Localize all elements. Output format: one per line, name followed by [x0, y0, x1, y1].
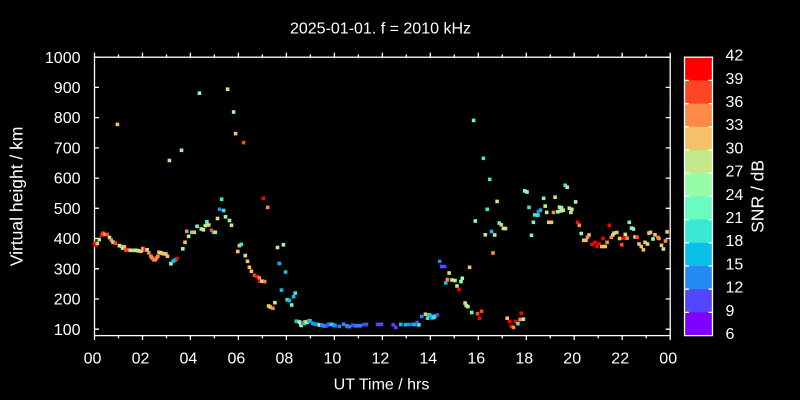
svg-text:27: 27 [726, 164, 744, 181]
svg-text:12: 12 [726, 280, 744, 297]
svg-text:1000: 1000 [45, 50, 81, 67]
svg-text:30: 30 [726, 140, 744, 157]
svg-text:9: 9 [726, 303, 735, 320]
svg-text:12: 12 [372, 350, 390, 367]
svg-text:33: 33 [726, 117, 744, 134]
svg-text:400: 400 [54, 231, 81, 248]
svg-text:22: 22 [611, 350, 629, 367]
svg-text:600: 600 [54, 171, 81, 188]
svg-text:00: 00 [659, 350, 677, 367]
svg-text:39: 39 [726, 71, 744, 88]
svg-text:18: 18 [515, 350, 533, 367]
svg-text:700: 700 [54, 141, 81, 158]
svg-text:6: 6 [726, 326, 735, 343]
svg-text:300: 300 [54, 261, 81, 278]
svg-text:2025-01-01. f = 2010 kHz: 2025-01-01. f = 2010 kHz [290, 21, 471, 38]
svg-text:200: 200 [54, 292, 81, 309]
svg-text:10: 10 [324, 350, 342, 367]
svg-text:02: 02 [132, 350, 150, 367]
svg-text:24: 24 [726, 187, 744, 204]
svg-text:06: 06 [228, 350, 246, 367]
svg-text:04: 04 [180, 350, 198, 367]
svg-text:Virtual height / km: Virtual height / km [7, 127, 27, 267]
svg-text:08: 08 [276, 350, 294, 367]
svg-text:UT Time / hrs: UT Time / hrs [334, 376, 430, 393]
svg-text:100: 100 [54, 322, 81, 339]
svg-text:SNR / dB: SNR / dB [748, 160, 768, 233]
svg-text:900: 900 [54, 80, 81, 97]
svg-text:00: 00 [84, 350, 102, 367]
svg-text:16: 16 [467, 350, 485, 367]
svg-text:21: 21 [726, 210, 744, 227]
svg-text:36: 36 [726, 94, 744, 111]
svg-text:42: 42 [726, 48, 744, 65]
svg-text:20: 20 [563, 350, 581, 367]
svg-text:14: 14 [419, 350, 437, 367]
svg-text:500: 500 [54, 201, 81, 218]
svg-text:15: 15 [726, 256, 744, 273]
svg-text:800: 800 [54, 110, 81, 127]
svg-text:18: 18 [726, 233, 744, 250]
